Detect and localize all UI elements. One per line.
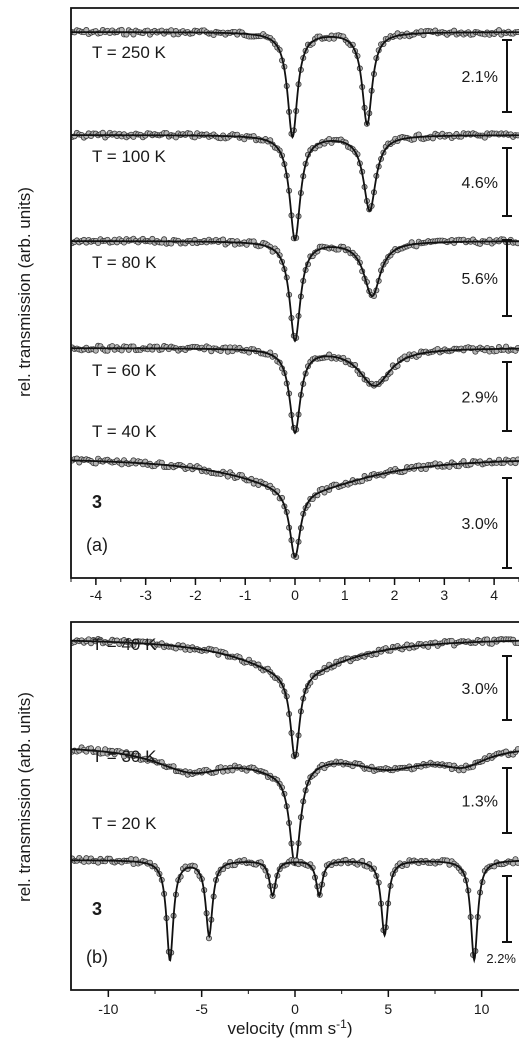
fit-line-2 xyxy=(71,240,519,343)
x-tick-label: 3 xyxy=(440,587,448,603)
fit-line-4 xyxy=(71,459,519,559)
fit-line-1 xyxy=(71,134,519,242)
x-tick-label: 0 xyxy=(291,587,299,603)
temperature-label: T = 20 K xyxy=(92,814,157,833)
fit-line-3 xyxy=(71,347,519,435)
x-axis: -10 -5 0 5 10 xyxy=(98,990,490,1017)
x-tick-label: -5 xyxy=(195,1001,208,1017)
y-axis-label: rel. transmission (arb. units) xyxy=(15,692,34,902)
sample-label: 3 xyxy=(92,492,102,512)
scale-label: 3.0% xyxy=(462,681,498,698)
temperature-label: T = 40 K xyxy=(92,422,157,441)
data-points-0 xyxy=(71,635,519,759)
scale-bar xyxy=(502,875,512,943)
scale-bar xyxy=(502,239,512,317)
data-points-2 xyxy=(71,235,519,341)
x-tick-label: 0 xyxy=(291,1001,299,1017)
temperature-label: T = 100 K xyxy=(92,147,167,166)
axes-frame xyxy=(70,7,519,579)
fit-line-2 xyxy=(71,859,519,964)
data-points-4 xyxy=(71,455,519,560)
scale-bar xyxy=(502,39,512,113)
scale-label: 2.2% xyxy=(486,951,516,966)
x-tick-label: -3 xyxy=(139,587,152,603)
temperature-label: T = 60 K xyxy=(92,361,157,380)
x-tick-label: 10 xyxy=(474,1001,490,1017)
scale-label: 4.6% xyxy=(462,175,498,192)
scale-label: 2.1% xyxy=(462,69,498,86)
scale-bar xyxy=(502,767,512,834)
panel-b: T = 40 K3.0%T = 30 K1.3%T = 20 K2.2%-10-… xyxy=(15,621,519,1038)
plot-area xyxy=(71,26,519,560)
temperature-label: T = 80 K xyxy=(92,253,157,272)
x-tick-label: -4 xyxy=(90,587,103,603)
panel-label: (a) xyxy=(86,535,108,555)
panel-label: (b) xyxy=(86,947,108,967)
x-tick-label: 1 xyxy=(341,587,349,603)
y-axis-label: rel. transmission (arb. units) xyxy=(15,187,34,397)
scale-bar xyxy=(502,147,512,217)
x-tick-label: 5 xyxy=(384,1001,392,1017)
x-axis: -4 -3 -2 -1 0 1 2 3 4 xyxy=(70,578,519,603)
scale-label: 5.6% xyxy=(462,271,498,288)
x-axis-label: velocity (mm s-1) xyxy=(228,1017,353,1038)
x-tick-label: 4 xyxy=(490,587,498,603)
data-points-3 xyxy=(71,342,519,433)
scale-label: 1.3% xyxy=(462,794,498,811)
plot-area xyxy=(71,635,519,964)
x-tick-label: -2 xyxy=(189,587,202,603)
temperature-label: T = 30 K xyxy=(92,747,157,766)
x-tick-label: 2 xyxy=(391,587,399,603)
x-tick-label: -10 xyxy=(98,1001,118,1017)
scale-label: 2.9% xyxy=(462,390,498,407)
fit-line-1 xyxy=(71,748,519,867)
scale-label: 3.0% xyxy=(462,516,498,533)
scale-bar xyxy=(502,361,512,432)
scale-bar xyxy=(502,655,512,721)
fit-line-0 xyxy=(71,31,519,139)
panel-a: T = 250 K 2.1% T = 100 K 4.6% T = 80 K 5.6% T … xyxy=(15,7,519,603)
axes-frame xyxy=(70,621,519,991)
sample-label: 3 xyxy=(92,899,102,919)
temperature-label: T = 40 K xyxy=(92,635,157,654)
scale-bar xyxy=(502,477,512,569)
fit-line-0 xyxy=(71,639,519,760)
data-points-2 xyxy=(71,855,519,958)
x-tick-label: -1 xyxy=(239,587,252,603)
temperature-label: T = 250 K xyxy=(92,43,167,62)
